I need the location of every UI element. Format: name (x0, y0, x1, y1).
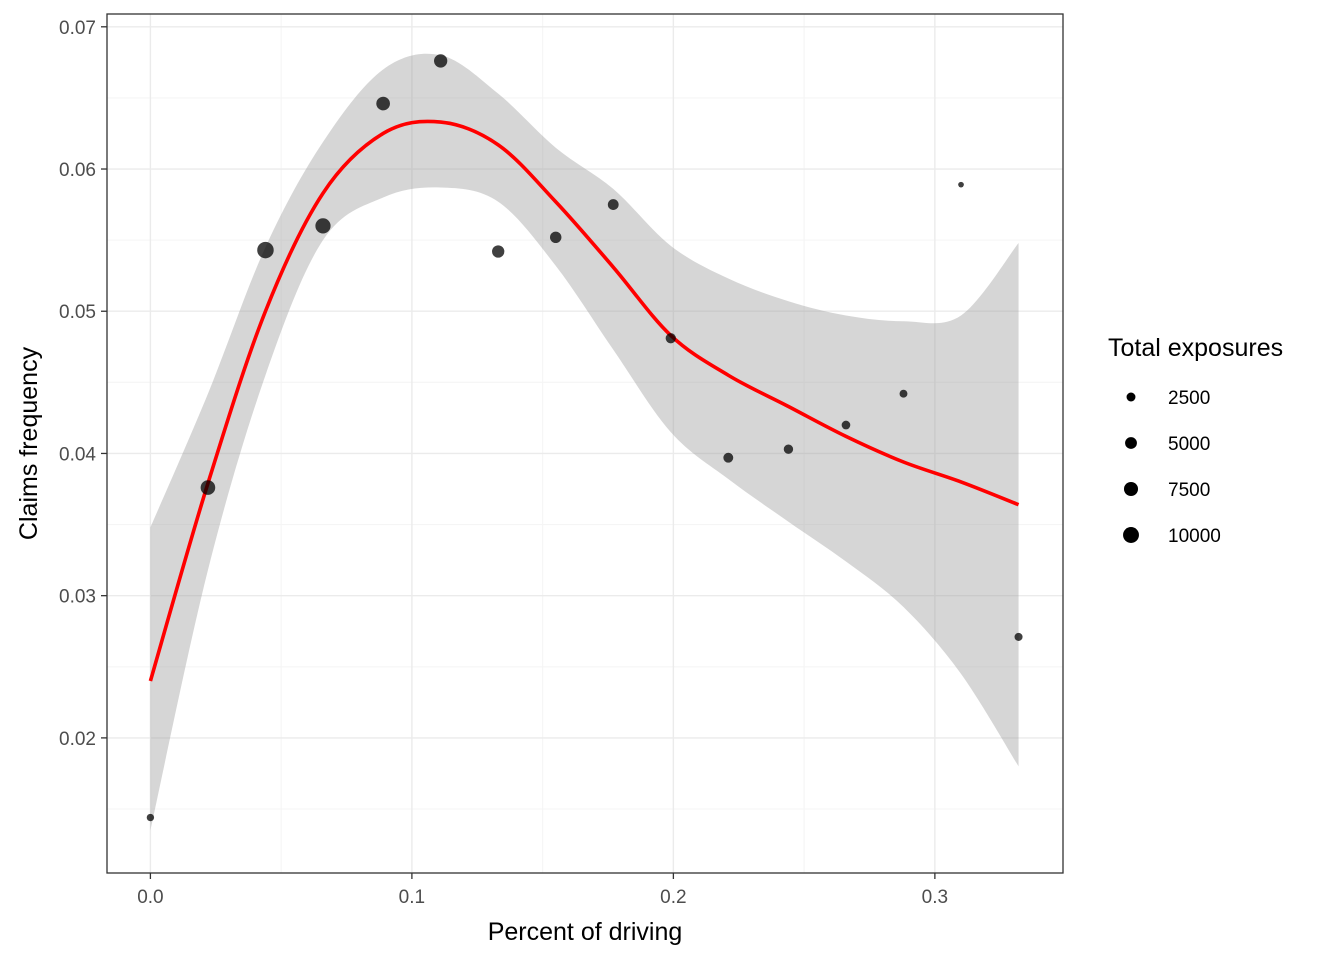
data-point (200, 480, 216, 495)
data-point (376, 96, 390, 111)
data-point (899, 389, 908, 398)
panel-border (106, 13, 1064, 874)
legend-key (1125, 437, 1137, 449)
legend-label: 10000 (1168, 526, 1221, 547)
x-axis-title: Percent of driving (488, 918, 683, 946)
y-tick-label: 0.07 (59, 18, 96, 39)
data-point (841, 420, 851, 430)
data-points-layer (146, 54, 1023, 822)
data-point (665, 333, 676, 344)
y-tick-label: 0.02 (59, 729, 96, 750)
axis-tick-labels: 0.0 0.1 0.2 0.3 0.02 0.03 0.04 0.05 0.06 0.07 (59, 18, 948, 908)
data-point (146, 813, 155, 822)
data-point (492, 245, 505, 258)
legend-label: 2500 (1168, 388, 1210, 409)
smooth-line (148, 119, 1020, 682)
data-point (549, 231, 562, 244)
grid-lines (107, 14, 1063, 873)
confidence-band-layer (150, 53, 1019, 831)
x-tick-label: 0.3 (922, 887, 948, 908)
data-point (315, 218, 331, 234)
x-tick-label: 0.1 (399, 887, 425, 908)
legend: Total exposures 2500 5000 7500 10000 (1108, 334, 1283, 547)
legend-key (1123, 481, 1139, 497)
confidence-band (150, 53, 1019, 831)
y-tick-label: 0.03 (59, 587, 96, 608)
x-tick-label: 0.2 (660, 887, 686, 908)
data-point (1014, 632, 1023, 641)
axis-ticks (101, 26, 936, 879)
smooth-line-layer (148, 119, 1020, 682)
legend-key (1126, 392, 1136, 402)
data-point (723, 452, 734, 463)
data-point (958, 181, 964, 188)
y-tick-label: 0.06 (59, 160, 96, 181)
y-tick-label: 0.04 (59, 444, 96, 465)
data-point (783, 444, 794, 454)
legend-title: Total exposures (1108, 334, 1283, 362)
y-tick-label: 0.05 (59, 302, 96, 323)
y-axis-title: Claims frequency (15, 346, 43, 540)
data-point (257, 241, 274, 259)
x-tick-label: 0.0 (137, 887, 163, 908)
data-point (607, 199, 619, 210)
legend-label: 5000 (1168, 434, 1210, 455)
legend-key (1123, 527, 1139, 543)
data-point (434, 54, 448, 68)
legend-label: 7500 (1168, 480, 1210, 501)
